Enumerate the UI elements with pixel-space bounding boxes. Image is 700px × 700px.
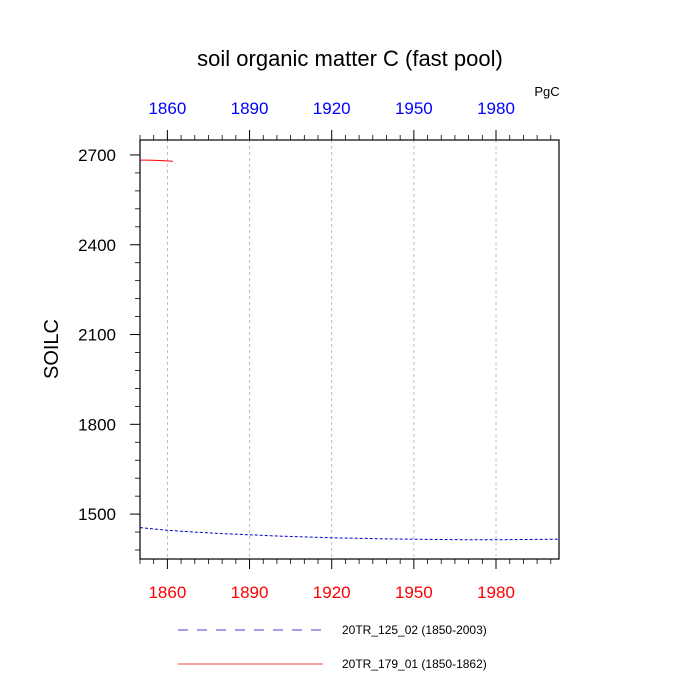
series-line-1 xyxy=(139,527,560,541)
axis-ticks xyxy=(130,130,552,569)
units-label: PgC xyxy=(534,84,559,99)
y-axis-label: SOILC xyxy=(41,319,63,379)
x-tick-label-top: 1920 xyxy=(313,99,351,118)
legend: 20TR_125_02 (1850-2003) 20TR_179_01 (1850… xyxy=(178,623,487,671)
plot-frame xyxy=(139,139,560,560)
x-tick-label-top: 1950 xyxy=(395,99,433,118)
series-group xyxy=(139,159,560,541)
y-tick-label: 2400 xyxy=(78,236,116,255)
x-tick-label-top: 1860 xyxy=(148,99,186,118)
chart-title: soil organic matter C (fast pool) xyxy=(197,46,503,71)
y-tick-label: 1800 xyxy=(78,415,116,434)
x-tick-label-bottom: 1860 xyxy=(148,583,186,602)
grid-lines xyxy=(166,140,497,559)
y-tick-label: 2100 xyxy=(78,326,116,345)
x-tick-label-bottom: 1920 xyxy=(313,583,351,602)
x-tick-label-top: 1980 xyxy=(477,99,515,118)
y-tick-label: 1500 xyxy=(78,505,116,524)
x-tick-label-top: 1890 xyxy=(231,99,269,118)
series-line-2 xyxy=(140,159,173,162)
x-tick-label-bottom: 1950 xyxy=(395,583,433,602)
legend-label-2: 20TR_179_01 (1850-1862) xyxy=(342,657,487,671)
legend-label-1: 20TR_125_02 (1850-2003) xyxy=(342,623,487,637)
x-tick-label-bottom: 1980 xyxy=(477,583,515,602)
tick-labels: 1860 1860 1890 1890 1920 1920 1950 1950 1980 1980… xyxy=(78,99,515,602)
y-tick-label: 2700 xyxy=(78,146,116,165)
x-tick-label-bottom: 1890 xyxy=(231,583,269,602)
